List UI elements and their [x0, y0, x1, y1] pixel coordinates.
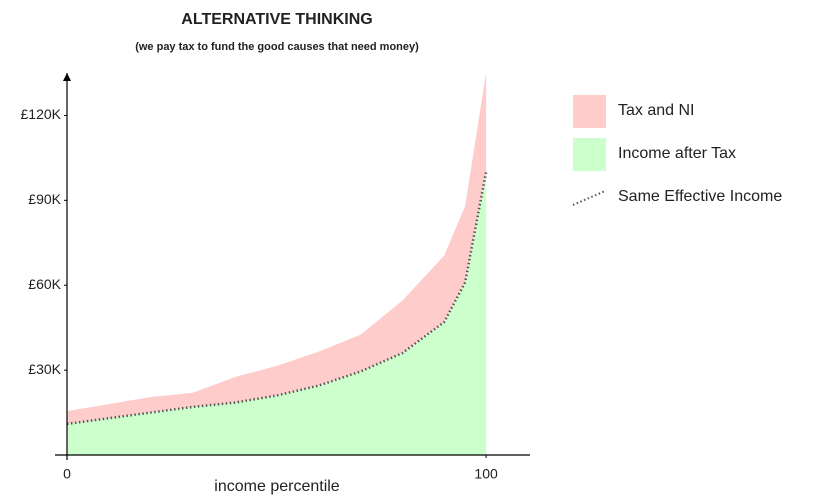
y-tick-label: £30K — [28, 361, 61, 377]
y-tick-label: £90K — [28, 191, 61, 207]
stacked-area — [67, 73, 487, 424]
chart-title: ALTERNATIVE THINKING — [181, 11, 372, 28]
y-axis-arrow — [63, 73, 71, 81]
x-tick-label: 100 — [474, 466, 498, 482]
legend-line — [572, 190, 606, 206]
y-tick-label: £60K — [28, 276, 61, 292]
legend-swatch — [573, 138, 606, 171]
area — [67, 172, 487, 455]
y-tick-label: £120K — [21, 106, 62, 122]
legend-swatch — [573, 95, 606, 128]
legend-label: Tax and NI — [618, 102, 694, 119]
line — [66, 171, 488, 426]
x-tick-label: 0 — [63, 466, 71, 482]
legend-label: Same Effective Income — [618, 188, 782, 205]
chart-subtitle: (we pay tax to fund the good causes that… — [135, 41, 419, 53]
legend-label: Income after Tax — [618, 145, 736, 162]
x-axis-label: income percentile — [214, 478, 340, 495]
